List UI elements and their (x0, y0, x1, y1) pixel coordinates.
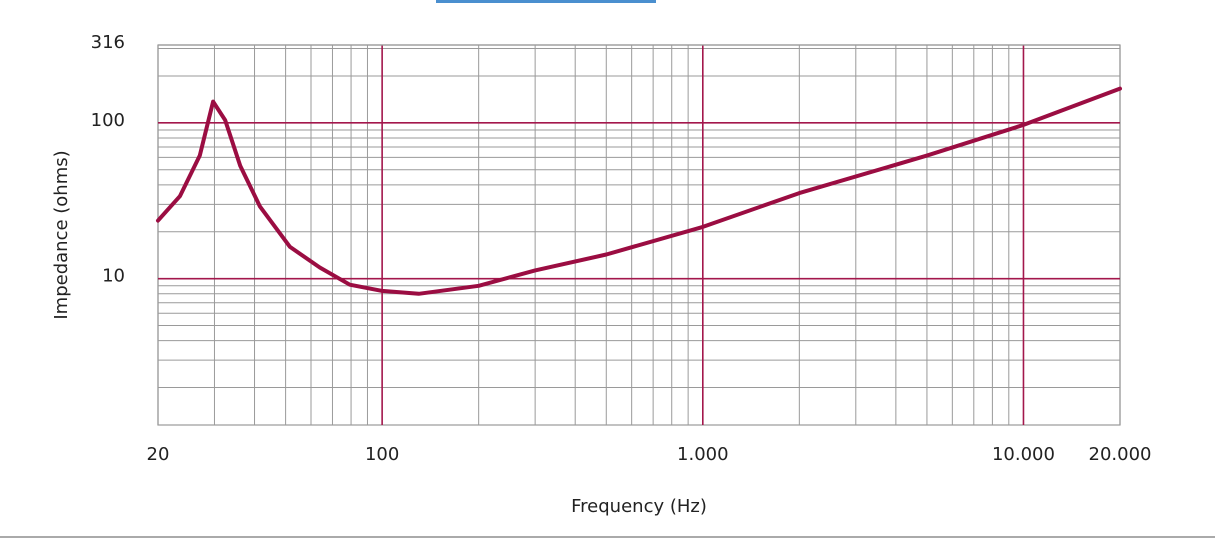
y-tick-label: 10 (102, 266, 125, 287)
x-tick-label: 10.000 (992, 444, 1055, 465)
y-axis-label: Impedance (ohms) (51, 150, 72, 319)
plot-border (157, 44, 1121, 426)
x-axis-label: Frequency (Hz) (571, 496, 707, 517)
y-tick-label: 100 (91, 110, 125, 131)
impedance-curve (156, 86, 1122, 296)
y-tick-label: 316 (91, 32, 125, 53)
x-tick-label: 20 (147, 444, 170, 465)
x-tick-label: 100 (365, 444, 399, 465)
top-tab (436, 0, 656, 3)
x-tick-label: 20.000 (1089, 444, 1152, 465)
x-tick-label: 1.000 (677, 444, 729, 465)
